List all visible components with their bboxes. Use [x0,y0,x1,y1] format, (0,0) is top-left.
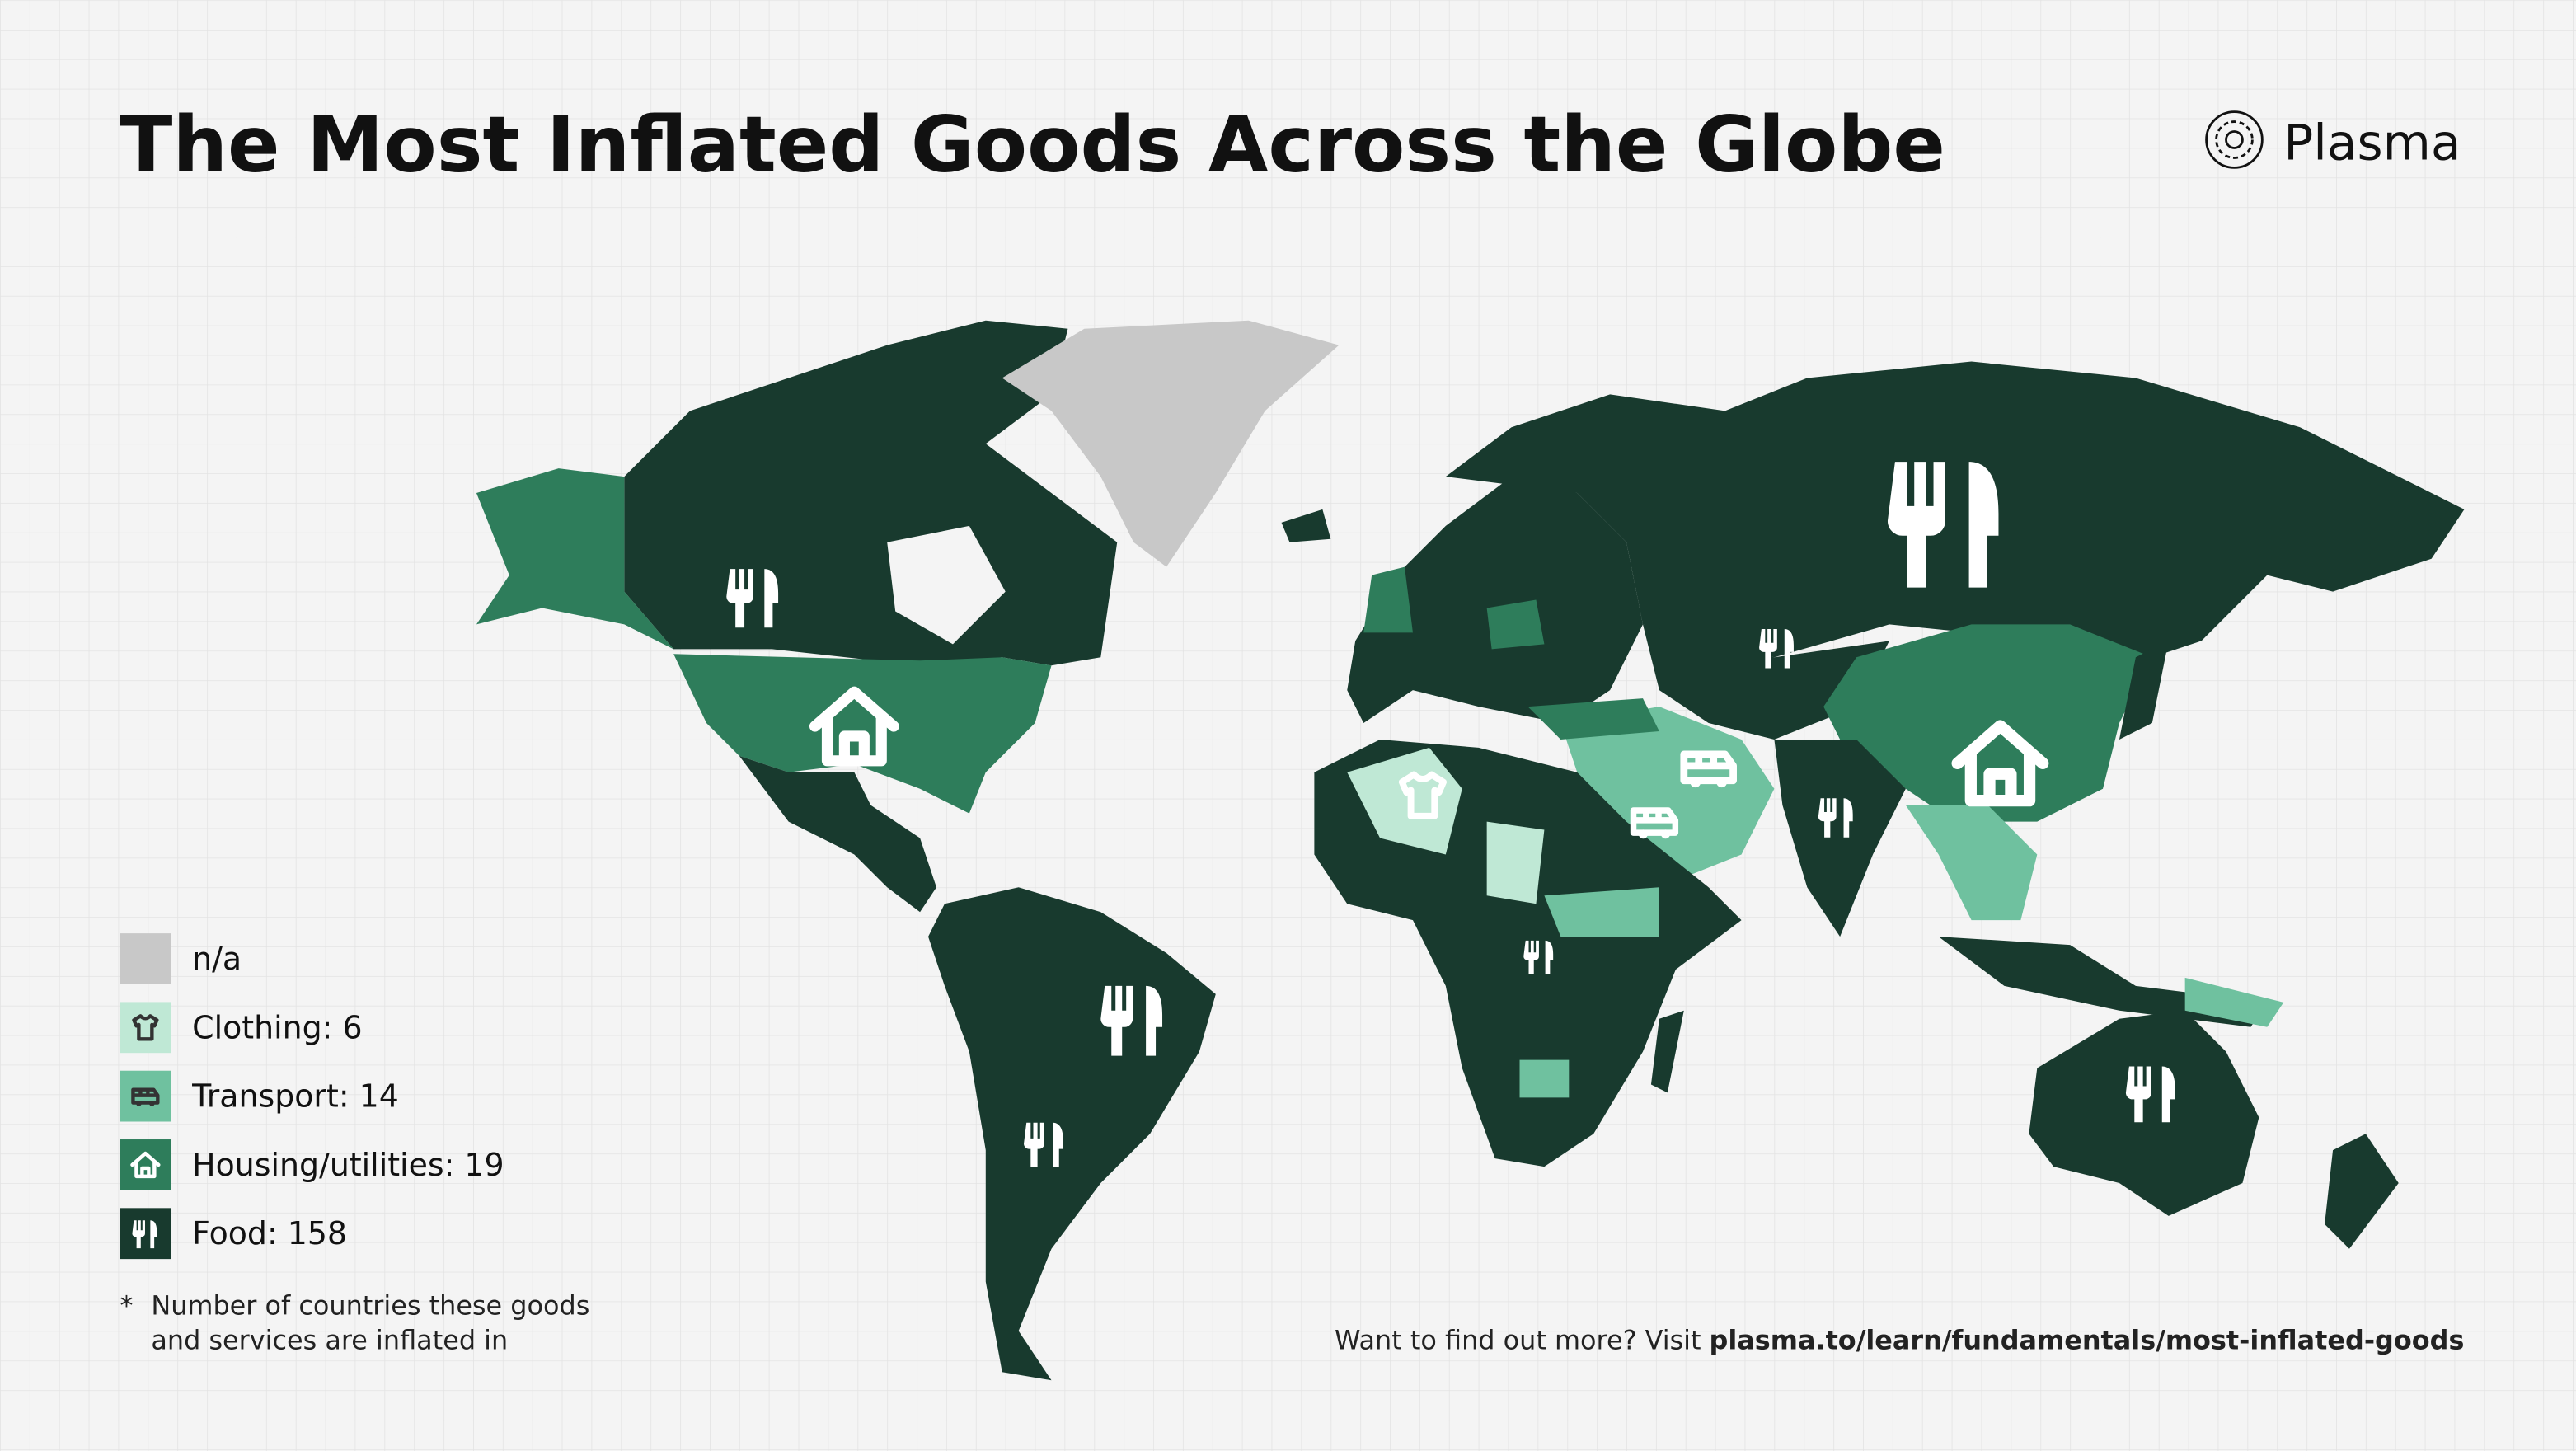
madagascar [1650,1010,1684,1093]
footnote-line: and services are inflated in [151,1324,508,1355]
legend-label: Clothing: 6 [192,1009,362,1045]
east-africa [1544,887,1659,937]
legend-label: Housing/utilities: 19 [192,1147,504,1183]
europe [1347,477,1643,724]
hudson-bay [887,525,1006,645]
legend-swatch [120,1139,171,1190]
new-zealand [2325,1134,2399,1249]
legend-swatch [120,1002,171,1054]
iceland [1281,509,1331,542]
uk [1363,566,1413,633]
legend-label: n/a [192,941,242,977]
footnote-line: Number of countries these goods [151,1289,589,1321]
papua-new-guinea [2184,977,2284,1027]
legend-label: Transport: 14 [191,1078,399,1115]
australia [2029,1010,2259,1216]
logo: Plasma [2205,110,2461,171]
south-east-asia [1905,805,2038,921]
logo-text: Plasma [2283,115,2461,171]
india [1774,739,1906,937]
legend: n/a Clothing: 6 Transport: 14 Housing/utili… [120,933,504,1260]
zimbabwe [1519,1059,1570,1098]
china [1823,624,2152,822]
legend-label: Food: 158 [192,1215,347,1251]
footer: Want to find out more? Visit plasma.to/le… [1335,1324,2464,1355]
footer-link[interactable]: plasma.to/learn/fundamentals/most-inflat… [1710,1324,2465,1355]
footnote-marker: * [120,1289,133,1321]
footer-prefix: Want to find out more? Visit [1335,1324,1701,1355]
legend-swatch [120,933,171,984]
sudan [1486,821,1545,904]
world-map [476,320,2465,1381]
greenland [1002,320,1340,567]
japan [2119,641,2169,740]
legend-swatch [120,1208,171,1260]
central-europe [1486,599,1545,650]
title: The Most Inflated Goods Across the Globe [120,100,1945,190]
central-america [739,755,937,913]
russia [1445,361,2465,658]
alaska [476,468,674,650]
turkey [1527,698,1659,740]
south-america [928,887,1216,1381]
